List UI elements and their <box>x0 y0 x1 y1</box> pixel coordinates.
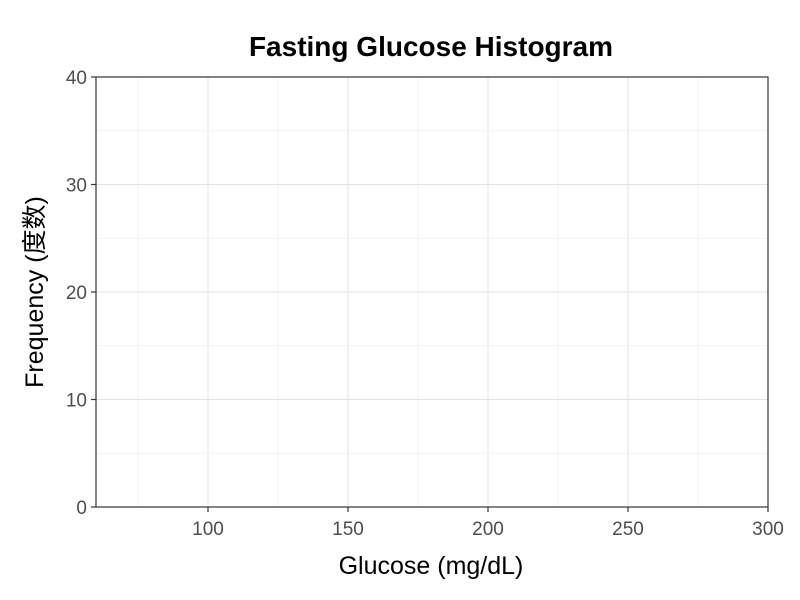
x-tick-label: 100 <box>192 519 224 540</box>
y-tick-label: 0 <box>76 498 87 519</box>
y-tick-label: 20 <box>66 283 87 304</box>
y-tick-label: 30 <box>66 176 87 197</box>
x-tick-label: 150 <box>332 519 364 540</box>
x-tick-label: 250 <box>612 519 644 540</box>
x-tick-label: 200 <box>472 519 504 540</box>
y-tick-label: 40 <box>66 68 87 89</box>
x-axis-title: Glucose (mg/dL) <box>339 552 524 580</box>
major-gridlines <box>96 76 769 508</box>
y-axis-title: Frequency (度数) <box>21 196 49 388</box>
y-tick-label: 10 <box>66 391 87 412</box>
x-axis-ticks: 100 150 200 250 300 <box>192 507 784 540</box>
chart-title: Fasting Glucose Histogram <box>249 31 613 62</box>
y-axis-ticks: 0 10 20 30 40 <box>66 68 96 519</box>
x-tick-label: 300 <box>752 519 784 540</box>
